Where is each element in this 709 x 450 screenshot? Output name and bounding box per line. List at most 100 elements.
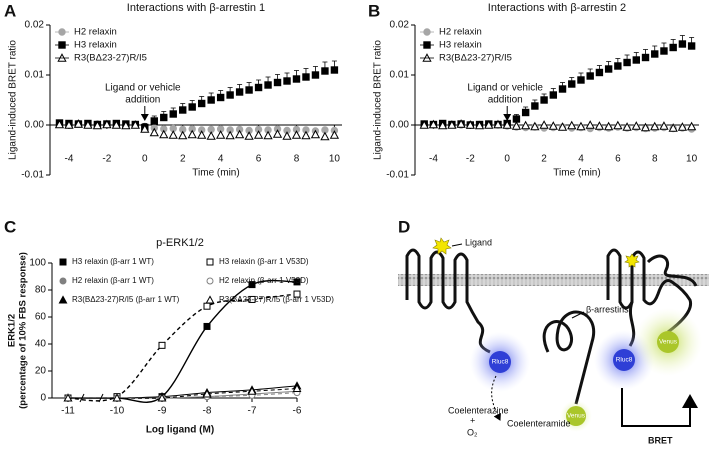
legend-label: R3(BΔ23-27)R/I5 (β-arr 1 WT) [72,295,180,304]
marker [234,129,245,139]
annotation: Ligand or vehicle [467,83,543,94]
x-tick-label: 10 [329,154,341,165]
legend-label: H3 relaxin [439,40,482,51]
marker [244,131,254,140]
marker [594,121,605,130]
y-tick-label: 0.02 [25,20,45,31]
legend-label: H2 relaxin (β-arr 1 V53D) [219,276,309,285]
chart-title: Interactions with β-arrestin 2 [488,2,626,14]
x-tick-label: 2 [180,154,186,165]
x-axis-title: Log ligand (M) [146,425,214,436]
bret-arrow [621,388,698,427]
marker [253,130,264,139]
marker [92,120,103,130]
x-axis-title: Time (min) [192,168,239,179]
marker [604,65,613,73]
oxygen: O₂ [467,427,478,437]
marker [112,393,122,402]
venus-label: Venus [567,413,586,420]
marker [686,121,697,131]
annotation: addition [488,95,523,106]
marker [613,120,623,130]
y-tick-label: 0.00 [25,120,45,131]
marker [320,131,330,141]
marker [206,258,214,266]
marker [484,120,494,129]
y-tick-label: 40 [35,339,47,350]
marker [301,130,311,140]
marker [623,58,631,67]
marker [531,102,539,110]
x-tick-label: 8 [294,154,300,165]
marker [669,43,677,52]
marker [557,122,568,131]
x-tick-label: 2 [541,154,547,165]
arrestin-label: β-arrestins [586,304,629,314]
leader [451,243,463,247]
venus-label: Venus [659,339,678,346]
marker [292,75,301,83]
marker [292,383,302,393]
y-tick-label: -0.01 [386,170,409,181]
marker [539,120,549,129]
panel-letter: D [398,217,410,236]
marker [140,124,150,133]
marker [206,277,214,285]
marker [311,71,320,79]
venus [566,406,586,426]
marker [558,85,567,93]
bret-diagram: D Ligand β-arrestins Rluc8 Venus Coelent… [398,217,709,445]
bret-label: BRET [648,435,673,445]
panel-letter: A [4,1,16,20]
marker [83,120,93,129]
rluc8 [489,351,511,373]
marker [641,53,650,62]
x-tick-label: 4 [218,154,224,165]
marker [456,119,466,128]
marker [225,130,235,140]
y-tick-label: -0.01 [21,170,44,181]
y-tick-label: 80 [35,285,47,296]
leader [571,311,585,319]
venus [657,331,679,353]
receptor-bound [606,248,693,334]
ligand-star [624,253,640,268]
annotation: addition [125,95,160,106]
marker [216,130,226,139]
rluc8-label: Rluc8 [492,359,509,366]
y-axis-title: (percentage of 10% FBS response) [18,252,29,409]
marker [576,121,586,131]
marker [330,66,339,74]
marker [419,120,429,129]
marker [226,91,234,99]
marker [640,122,651,132]
marker [540,96,548,104]
reaction-arrow [491,375,501,421]
ligand-label: Ligand [465,237,492,247]
y-tick-label: 0.00 [390,120,410,131]
substrate: Coelenterazine [448,405,509,415]
marker [54,119,65,129]
marker [157,393,167,402]
marker [283,77,291,85]
marker [329,130,340,139]
marker [447,120,457,129]
x-tick-label: -4 [429,154,438,165]
x-axis-title: Time (min) [553,168,600,179]
legend-label: H2 relaxin [439,27,482,38]
curve [68,388,298,399]
legend-label: H2 relaxin [74,27,117,38]
rluc8-label: Rluc8 [616,357,633,364]
marker [150,117,158,125]
plus: + [470,415,475,425]
marker [678,40,687,48]
marker [130,120,140,129]
marker [595,68,604,77]
marker [247,386,257,395]
marker [603,121,614,131]
marker [631,121,641,130]
marker [502,120,512,129]
marker [160,113,168,122]
marker [474,120,485,130]
marker [632,56,640,64]
